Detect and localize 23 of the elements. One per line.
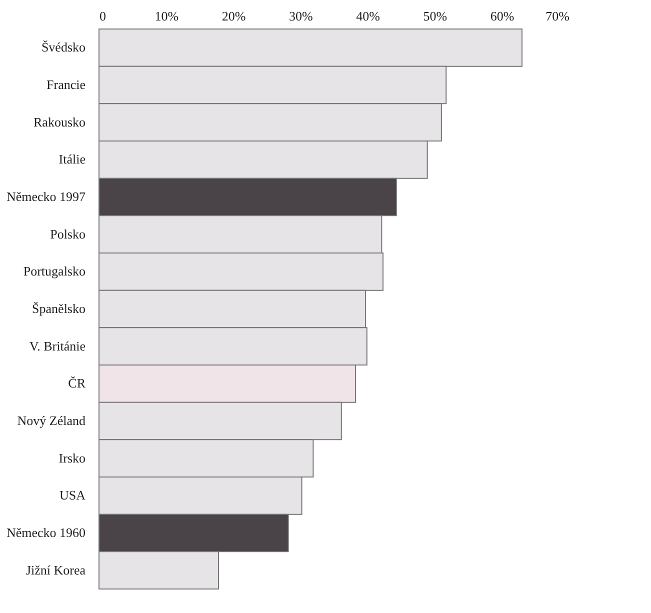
y-tick-label: Švédsko: [41, 40, 86, 55]
x-tick-label: 20%: [222, 8, 246, 24]
y-tick-label: Německo 1997: [6, 189, 86, 204]
y-tick-label: Německo 1960: [6, 525, 86, 540]
y-tick-label: Rakousko: [34, 114, 86, 130]
y-tick-label: V. Británie: [29, 338, 86, 354]
y-tick-label: ČR: [68, 376, 86, 391]
y-tick-label: Portugalsko: [23, 264, 86, 279]
y-tick-label: Jižní Korea: [26, 562, 86, 578]
y-tick-label: Francie: [46, 77, 86, 92]
y-tick-label: USA: [59, 488, 86, 503]
y-tick-label: Španělsko: [32, 301, 86, 316]
y-tick-label: Polsko: [50, 226, 86, 242]
x-tick-label: 40%: [356, 8, 380, 24]
x-tick-label: 30%: [289, 8, 314, 24]
y-tick-label: Itálie: [58, 152, 86, 167]
x-tick-label: 50%: [423, 8, 448, 24]
x-tick-label: 0: [100, 8, 106, 24]
x-tick-label: 10%: [154, 8, 179, 24]
y-tick-label: Nový Zéland: [17, 413, 86, 428]
x-tick-label: 60%: [490, 8, 514, 24]
x-tick-label: 70%: [546, 8, 570, 24]
y-tick-label: Irsko: [58, 450, 86, 466]
